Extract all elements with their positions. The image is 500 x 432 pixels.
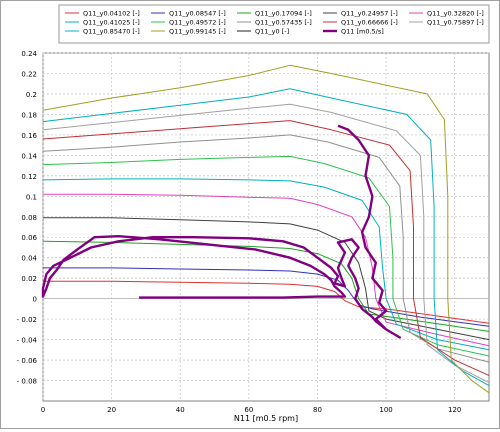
plot-area (42, 52, 490, 402)
series-line (42, 155, 490, 357)
y-tick-label: 0.16 (21, 132, 37, 140)
series-layer (41, 64, 490, 394)
y-tick-label: - 0.04 (17, 337, 38, 345)
series-line (42, 64, 490, 394)
legend-label: Q11 [m0.5/s] (341, 28, 384, 36)
legend-label: Q11_y0.17094 [-] (255, 10, 312, 18)
grid (42, 52, 490, 402)
legend-label: Q11_y0.66666 [-] (341, 19, 398, 27)
legend-label: Q11_y0.08547 [-] (169, 10, 226, 18)
x-tick-label: 20 (107, 406, 116, 414)
x-axis-label: N11 [m0.5 rpm] (234, 414, 298, 423)
y-tick-label: 0.12 (21, 173, 37, 181)
legend-box (58, 4, 490, 44)
series-line (43, 280, 490, 324)
x-tick-label: 60 (244, 406, 253, 414)
y-tick-label: - 0.08 (17, 378, 37, 386)
legend-label: Q11_y0.49572 [-] (169, 19, 226, 27)
y-tick-label: 0.18 (21, 111, 37, 119)
y-axis-ticks: 0.24 0.22 0.2 0.18 0.16 0.14 0.12 0.1 0.08 0.06 0.… (17, 50, 38, 386)
y-tick-label: - 0.02 (17, 316, 37, 324)
legend: Q11_y0.04102 [-] Q11_y0.08547 [-] Q11_y0.1… (58, 4, 490, 44)
y-tick-label: 0.1 (26, 193, 37, 201)
y-tick-label: 0.2 (26, 91, 37, 99)
legend-label: Q11_y0.41025 [-] (83, 19, 140, 27)
series-line (42, 240, 490, 332)
series-line (42, 178, 490, 351)
x-tick-label: 120 (448, 406, 461, 414)
legend-label: Q11_y0.75897 [-] (427, 19, 484, 27)
y-tick-label: 0.06 (21, 234, 37, 242)
series-line (42, 120, 490, 376)
legend-label: Q11_y0.85470 [-] (83, 28, 140, 36)
series-line (42, 134, 490, 363)
y-tick-label: - 0.06 (17, 357, 38, 365)
y-tick-label: 0.08 (21, 214, 37, 222)
series-line (43, 193, 490, 347)
legend-label: Q11_y0.99145 [-] (169, 28, 226, 36)
x-tick-label: 40 (176, 406, 185, 414)
x-axis-ticks: 0 20 40 60 80 100 120 (41, 406, 462, 414)
legend-label: Q11_y0 [-] (255, 28, 289, 36)
series-line (42, 103, 490, 384)
series-line (41, 124, 401, 339)
y-tick-label: 0 (33, 296, 37, 304)
y-tick-label: 0.02 (21, 275, 37, 283)
x-tick-label: 80 (313, 406, 322, 414)
y-tick-label: 0.22 (21, 70, 37, 78)
legend-label: Q11_y0.24957 [-] (341, 10, 398, 18)
x-tick-label: 100 (379, 406, 392, 414)
legend-label: Q11_y0.04102 [-] (83, 10, 140, 18)
legend-label: Q11_y0.57435 [-] (255, 19, 312, 27)
y-tick-label: 0.04 (21, 255, 37, 263)
series-line (42, 88, 490, 387)
legend-label: Q11_y0.32820 [-] (427, 10, 484, 18)
x-tick-label: 0 (41, 406, 45, 414)
y-tick-label: 0.14 (21, 152, 37, 160)
y-tick-label: 0.24 (21, 50, 37, 58)
series-line (43, 217, 490, 341)
